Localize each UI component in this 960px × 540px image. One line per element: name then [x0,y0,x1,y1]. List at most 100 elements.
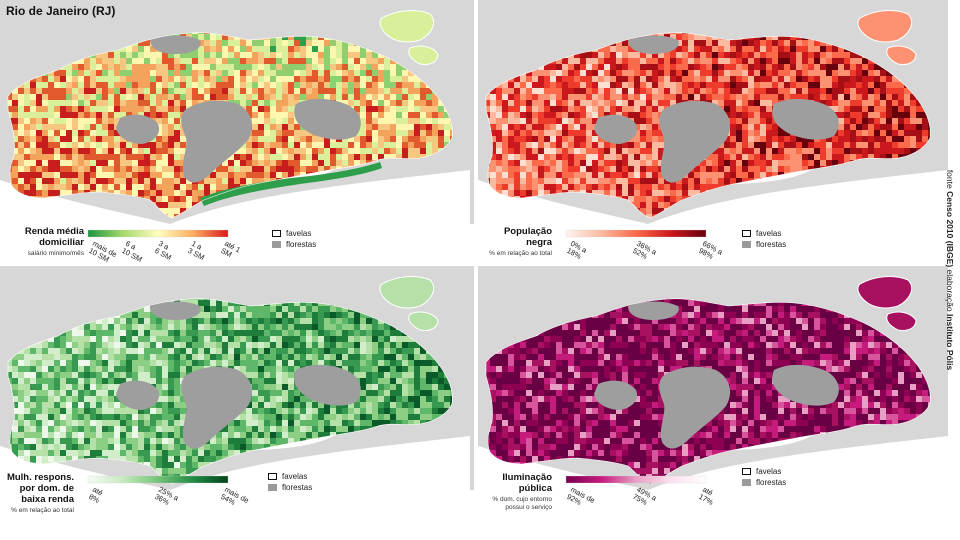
census-tract [96,64,103,71]
census-tract [36,184,43,191]
census-tract [294,52,301,59]
census-tract [246,100,253,107]
census-tract [108,58,115,65]
census-tract [640,160,647,167]
census-tract [336,70,343,77]
census-tract [72,172,79,179]
census-tract [844,106,851,113]
census-tract [54,70,61,77]
census-tract [538,106,545,113]
census-tract [814,88,821,95]
census-tract [868,112,875,119]
census-tract [754,136,761,143]
census-tract [174,166,181,173]
census-tract [198,34,205,41]
census-tract [514,124,521,131]
census-tract [420,106,427,113]
census-tract [402,94,409,101]
census-tract [18,142,25,149]
census-tract [664,52,671,59]
census-tract [168,118,175,125]
census-tract [366,142,373,149]
census-tract [736,82,743,89]
census-tract [390,58,397,65]
census-tract [688,190,695,197]
census-tract [568,100,575,107]
census-tract [496,112,503,119]
census-tract [646,136,653,143]
census-tract [532,118,539,125]
census-tract [898,106,905,113]
census-tract [30,178,37,185]
census-tract [856,100,863,107]
census-tract [252,130,259,137]
census-tract [844,52,851,59]
census-tract [880,112,887,119]
census-tract [324,148,331,155]
census-tract [748,154,755,161]
census-tract [658,82,665,89]
census-tract [604,142,611,149]
census-tract [628,76,635,83]
census-tract [586,136,593,143]
census-tract [658,76,665,83]
census-tract [72,94,79,101]
census-tract [904,136,911,143]
census-tract [592,118,599,125]
census-tract [150,160,157,167]
census-tract [760,118,767,125]
census-tract [598,106,605,113]
census-tract [288,142,295,149]
census-tract [180,178,187,185]
census-tract [78,184,85,191]
census-tract [850,88,857,95]
census-tract [646,58,653,65]
census-tract [790,166,797,173]
census-tract [508,136,515,143]
census-tract [742,160,749,167]
census-tract [426,136,433,143]
census-tract [234,148,241,155]
census-tract [616,100,623,107]
census-tract [90,130,97,137]
census-tract [270,52,277,59]
census-tract [60,88,67,95]
census-tract [616,64,623,71]
census-tract [700,52,707,59]
census-tract [138,178,145,185]
census-tract [120,136,127,143]
census-tract [396,70,403,77]
island [379,10,435,43]
census-tract [126,82,133,89]
census-tract [36,88,43,95]
census-tract [646,52,653,59]
census-tract [550,184,557,191]
census-tract [532,190,539,197]
census-tract [520,136,527,143]
census-tract [306,34,313,41]
census-tract [120,70,127,77]
census-tract [520,124,527,131]
census-tract [90,172,97,179]
census-tract [42,160,49,167]
census-tract [754,58,761,65]
census-tract [676,52,683,59]
census-tract [60,172,67,179]
census-tract [742,64,749,71]
census-tract [192,52,199,59]
census-tract [168,130,175,137]
census-tract [718,88,725,95]
census-tract [796,166,803,173]
census-tract [438,142,445,149]
census-tract [318,166,325,173]
census-tract [748,142,755,149]
census-tract [724,46,731,53]
census-tract [288,46,295,53]
census-tract [396,136,403,143]
census-tract [544,76,551,83]
census-tract [724,166,731,173]
census-tract [282,94,289,101]
census-tract [276,142,283,149]
census-tract [426,94,433,101]
census-tract [562,178,569,185]
